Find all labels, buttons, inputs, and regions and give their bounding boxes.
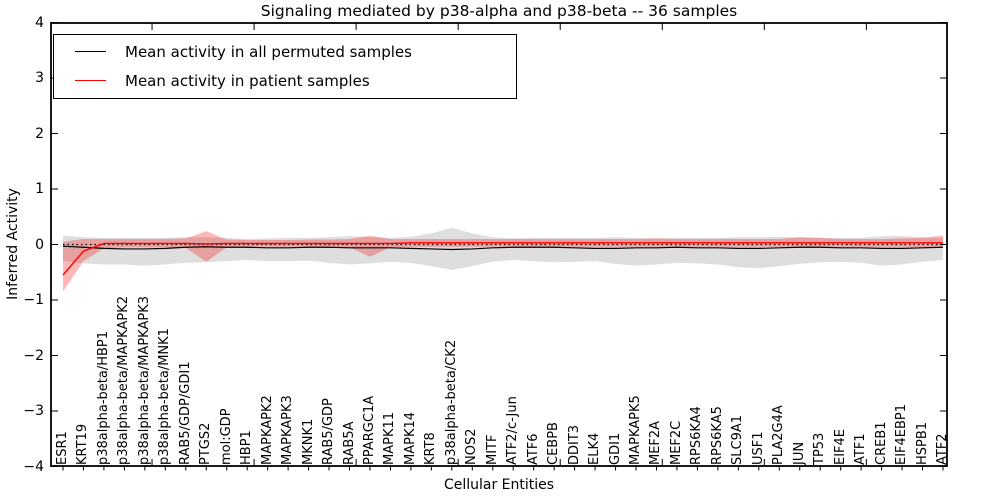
x-category-label: KRT19 xyxy=(75,423,91,465)
x-category-label: p38alpha-beta/HBP1 xyxy=(95,330,111,465)
x-category-label: MAPK11 xyxy=(382,411,398,465)
x-axis-label: Cellular Entities xyxy=(443,477,555,493)
x-category-label: RAB5/GDP/GDI1 xyxy=(177,361,193,465)
x-category-label: ATF2 xyxy=(934,433,950,465)
patient-mean-line xyxy=(62,242,943,276)
x-category-label: TP53 xyxy=(812,432,828,465)
y-tick-label: 3 xyxy=(35,70,44,86)
legend-label-patient: Mean activity in patient samples xyxy=(125,71,370,90)
y-tick-label: −1 xyxy=(23,292,44,308)
y-tick-label: −3 xyxy=(23,403,44,419)
x-category-label: PPARGC1A xyxy=(361,395,377,465)
x-category-label: USF1 xyxy=(750,431,766,465)
y-tick-label: 2 xyxy=(35,125,44,142)
x-category-label: MKNK1 xyxy=(300,418,316,465)
x-category-label: MEF2C xyxy=(668,420,684,465)
x-category-label: RAB5/GDP xyxy=(321,398,337,465)
x-category-label: SLC9A1 xyxy=(730,414,746,465)
x-category-label: ATF2/c-Jun xyxy=(505,396,521,465)
x-category-label: RPS6KA4 xyxy=(689,406,705,465)
x-category-label: ELK4 xyxy=(587,432,603,465)
chart-title: Signaling mediated by p38-alpha and p38-… xyxy=(260,2,738,20)
x-category-label: EIF4E xyxy=(832,428,848,465)
x-category-label: HBP1 xyxy=(239,430,255,465)
x-category-label: CREB1 xyxy=(873,421,889,465)
x-category-label: MITF xyxy=(484,434,500,465)
legend-label-permuted: Mean activity in all permuted samples xyxy=(125,42,412,61)
x-category-label: MEF2A xyxy=(648,420,664,465)
legend-entry-permuted: Mean activity in all permuted samples xyxy=(54,37,516,66)
patient-std-band xyxy=(63,231,943,292)
x-category-label: GDI1 xyxy=(607,432,623,465)
x-category-label: PTGS2 xyxy=(198,422,214,465)
x-category-label: p38alpha-beta/MAPKAPK3 xyxy=(136,296,152,465)
x-category-label: p38alpha-beta/MAPKAPK2 xyxy=(116,296,132,465)
x-category-label: JUN xyxy=(791,441,807,465)
x-category-label: mol:GDP xyxy=(218,408,234,465)
x-category-label: CEBPB xyxy=(546,422,562,465)
x-category-label: MAPK14 xyxy=(402,411,418,465)
x-category-label: ATF6 xyxy=(525,433,541,465)
x-category-label: DDIT3 xyxy=(566,424,582,465)
x-category-label: MAPKAPK5 xyxy=(628,395,644,465)
plot-area: ESR1 KRT19 p38alpha-beta/HBP1 p38alpha-beta… xyxy=(50,22,950,474)
legend-entry-patient: Mean activity in patient samples xyxy=(54,66,516,95)
chart-canvas xyxy=(50,22,948,471)
legend: Mean activity in all permuted samples Me… xyxy=(53,34,517,99)
x-category-label: MAPKAPK3 xyxy=(280,395,296,465)
x-category-label: RPS6KA5 xyxy=(709,406,725,465)
x-category-label: ATF1 xyxy=(853,433,869,465)
x-category-label: p38alpha-beta/CK2 xyxy=(443,339,459,465)
axes-border xyxy=(50,22,948,467)
y-tick-label: −2 xyxy=(23,347,44,364)
x-category-label: KRT8 xyxy=(423,432,439,465)
x-category-label: ESR1 xyxy=(55,431,70,465)
x-category-label: EIF4EBP1 xyxy=(894,403,910,465)
x-category-label: RAB5A xyxy=(341,421,357,465)
x-category-label: HSPB1 xyxy=(914,421,930,465)
y-tick-label: 0 xyxy=(35,236,44,253)
x-category-label: NOS2 xyxy=(464,428,480,465)
legend-line-patient-icon xyxy=(75,80,106,81)
permuted-mean-line xyxy=(62,245,944,251)
x-category-label: p38alpha-beta/MNK1 xyxy=(157,328,173,465)
y-tick-label: −4 xyxy=(23,458,44,475)
y-tick-label: 4 xyxy=(35,14,44,31)
x-category-label: PLA2G4A xyxy=(771,405,787,465)
permuted-std-band xyxy=(63,227,943,271)
x-category-label: MAPKAPK2 xyxy=(259,395,275,465)
legend-line-permuted-icon xyxy=(75,51,106,52)
y-tick-label: 1 xyxy=(35,181,44,197)
